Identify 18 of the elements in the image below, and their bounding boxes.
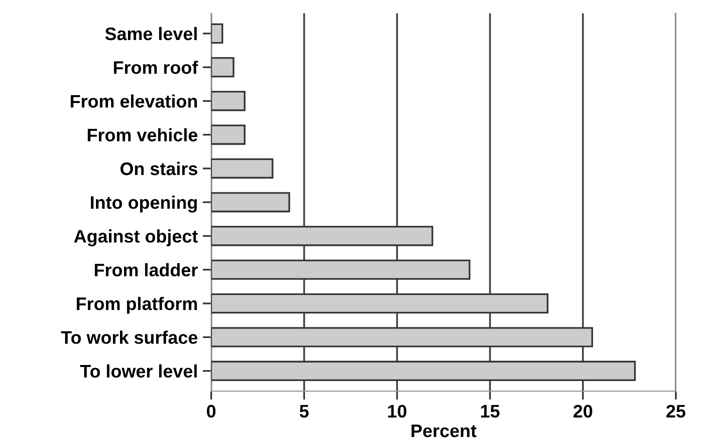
y-tick-label: From roof [114, 60, 198, 74]
y-tick-label: From ladder [94, 263, 198, 276]
x-tick-label: 15 [481, 405, 500, 418]
y-tick-label: To work surface [61, 330, 198, 344]
y-tick-label: Into opening [90, 196, 197, 213]
y-tick-label: To lower level [80, 364, 197, 378]
x-tick-label: 0 [206, 404, 216, 418]
x-tick-label: 5 [300, 405, 309, 418]
x-axis-title: Percent [412, 424, 476, 438]
y-tick-label: On stairs [120, 162, 198, 176]
y-tick-label: From platform [76, 296, 197, 314]
y-tick-label: From elevation [70, 94, 197, 108]
x-tick-label: 25 [666, 404, 686, 418]
y-tick-label: Same level [105, 26, 197, 40]
x-tick-label: 10 [388, 404, 406, 418]
y-tick-label: From vehicle [88, 128, 198, 142]
x-tick-label: 20 [574, 404, 592, 418]
y-tick-label: Against object [74, 229, 198, 246]
